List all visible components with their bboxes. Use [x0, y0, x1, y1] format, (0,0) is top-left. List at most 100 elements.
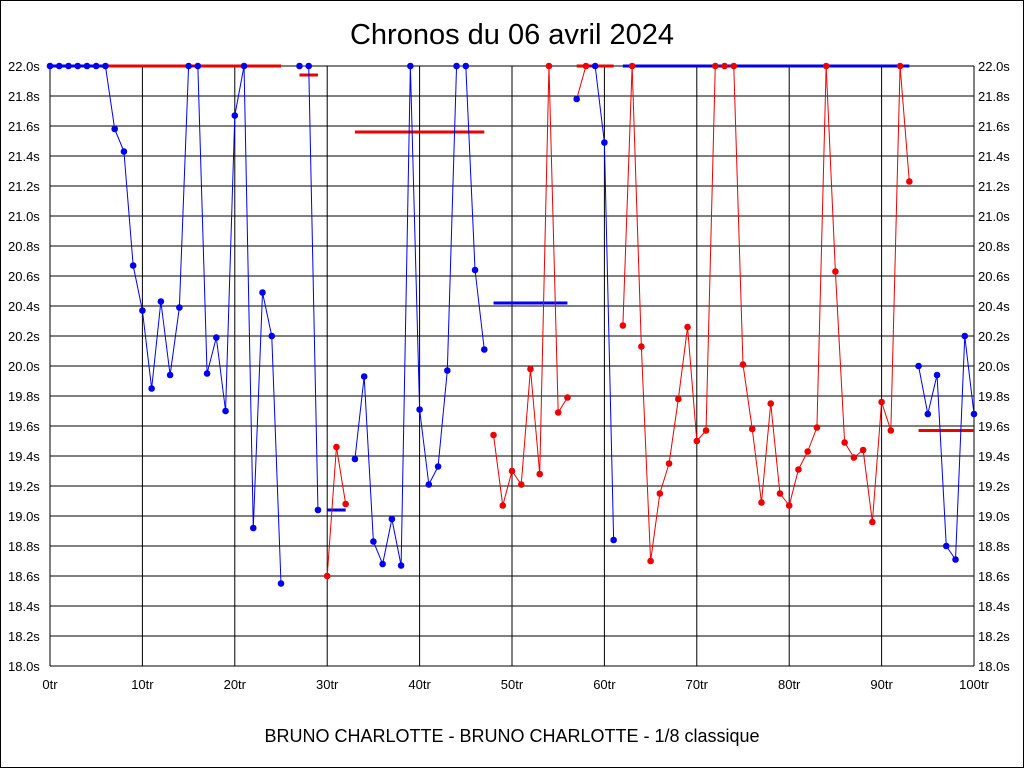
y-tick-label: 18.2s [8, 629, 40, 644]
y-tick-label: 21.6s [978, 119, 1010, 134]
y-tick-label: 18.6s [978, 569, 1010, 584]
series-line [770, 403, 781, 494]
series-line [262, 292, 273, 337]
y-tick-label: 20.6s [8, 269, 40, 284]
series-line [400, 65, 411, 566]
y-tick-label: 18.0s [8, 659, 40, 674]
data-point [517, 481, 525, 488]
y-tick-label: 21.4s [978, 149, 1010, 164]
series-line [493, 434, 504, 506]
y-tick-label: 20.2s [8, 329, 40, 344]
y-axis-left-labels: 18.0s 18.2s 18.4s 18.6s 18.8s 19.0s 19.2s 19.4s… [8, 59, 40, 674]
series-line [215, 337, 227, 412]
data-point [231, 112, 239, 119]
series-line [502, 470, 513, 506]
series-line [363, 376, 374, 542]
y-tick-label: 18.2s [978, 629, 1010, 644]
series-line [899, 65, 910, 182]
y-tick-label: 18.4s [8, 599, 40, 614]
x-tick-label: 90tr [870, 677, 893, 692]
y-tick-label: 20.4s [978, 299, 1010, 314]
series-line [123, 151, 134, 266]
data-point [665, 460, 673, 467]
data-point [176, 304, 183, 311]
series-line [760, 403, 772, 503]
series-line [955, 335, 966, 560]
series-line [668, 398, 679, 464]
y-tick-label: 21.8s [8, 89, 40, 104]
y-tick-label: 18.8s [8, 539, 40, 554]
data-point [869, 518, 876, 526]
data-point [249, 524, 257, 532]
y-tick-label: 19.6s [978, 419, 1010, 434]
x-tick-label: 70tr [686, 677, 709, 692]
series-line [576, 65, 587, 100]
data-point [684, 323, 691, 331]
y-tick-label: 21.2s [978, 179, 1010, 194]
data-point [554, 409, 562, 416]
data-point [961, 332, 969, 340]
data-point [527, 365, 534, 373]
data-point [194, 62, 202, 70]
data-point [675, 395, 682, 403]
y-tick-label: 21.0s [8, 209, 40, 224]
data-point [129, 262, 137, 269]
y-tick-label: 19.2s [8, 479, 40, 494]
y-tick-label: 19.4s [978, 449, 1010, 464]
data-point [102, 62, 109, 70]
series-line [918, 365, 929, 415]
series-line [751, 428, 762, 503]
data-point [370, 538, 377, 545]
series-line [871, 401, 883, 523]
series-line [252, 292, 264, 529]
data-point [74, 62, 82, 70]
series-line [603, 142, 615, 541]
series-line [797, 451, 809, 470]
data-point [213, 334, 220, 341]
data-point [822, 62, 830, 70]
data-point [693, 437, 701, 445]
data-point [379, 560, 386, 568]
y-tick-label: 20.6s [978, 269, 1010, 284]
data-point [785, 502, 793, 509]
y-tick-label: 21.8s [978, 89, 1010, 104]
data-point [628, 62, 636, 70]
series-line [178, 65, 190, 308]
data-point [970, 410, 978, 418]
data-point [508, 467, 516, 475]
series-line [594, 65, 605, 143]
x-tick-label: 80tr [778, 677, 801, 692]
data-point [573, 95, 580, 103]
data-point [296, 62, 303, 70]
series-line [465, 65, 476, 271]
data-point [887, 427, 895, 434]
data-point [859, 446, 867, 454]
series-line [529, 368, 541, 475]
series-line [197, 65, 208, 374]
series-line [964, 335, 975, 415]
data-point [323, 572, 331, 580]
series-line [650, 493, 661, 562]
y-tick-label: 20.2s [978, 329, 1010, 344]
y-tick-label: 19.6s [8, 419, 40, 434]
y-tick-label: 20.4s [8, 299, 40, 314]
series-line [640, 346, 652, 562]
x-tick-label: 30tr [316, 677, 339, 692]
series-line [437, 370, 448, 467]
data-point [407, 62, 414, 70]
x-axis-labels: 0tr 10tr 20tr 30tr 40tr 50tr 60tr 70tr 80tr 90tr 1… [42, 677, 989, 692]
series-line [234, 65, 245, 116]
data-point [259, 289, 266, 296]
data-point [157, 298, 165, 305]
x-tick-label: 50tr [501, 677, 524, 692]
series-line [687, 326, 698, 442]
series-line [742, 364, 753, 430]
data-point [333, 443, 340, 451]
series-line [225, 115, 236, 412]
data-point [804, 448, 811, 455]
y-tick-label: 18.0s [978, 659, 1010, 674]
data-point [425, 481, 433, 488]
y-tick-label: 20.8s [8, 239, 40, 254]
series-line [141, 310, 153, 389]
